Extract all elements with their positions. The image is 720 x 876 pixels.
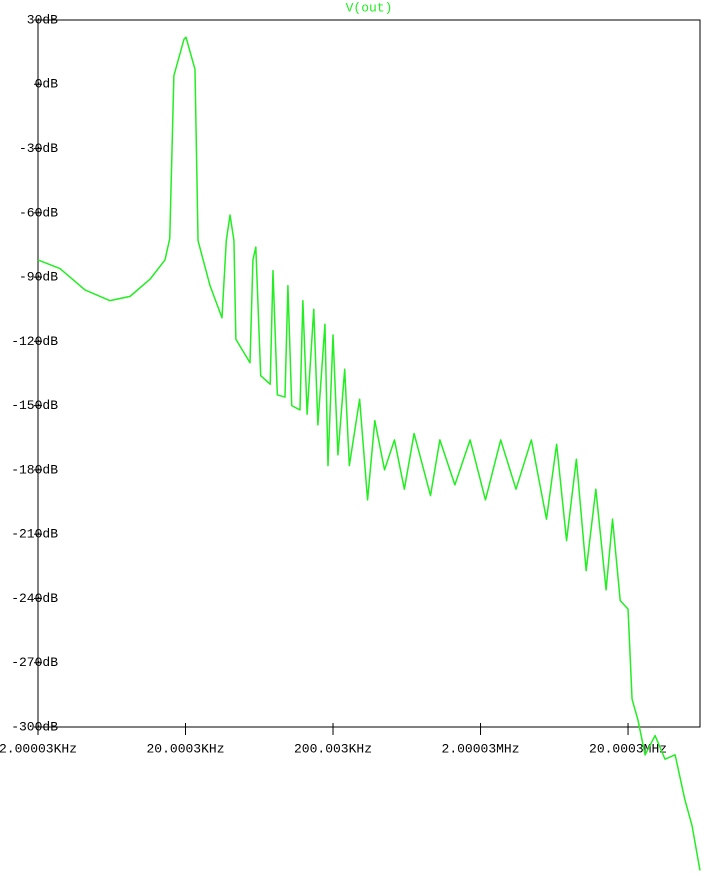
y-tick-label: -300dB [11,719,58,734]
x-tick-label: 2.00003MHz [442,741,520,756]
x-tick-label: 2.00003KHz [0,741,77,756]
y-tick-label: -210dB [11,527,58,542]
y-tick-label: 30dB [27,12,58,27]
plot-frame [37,19,701,728]
x-tick-label: 200.003KHz [294,741,372,756]
x-tick-label: 20.0003MHz [589,741,667,756]
y-tick-label: -180dB [11,462,58,477]
chart-title: V(out) [346,0,393,15]
y-tick-label: -240dB [11,591,58,606]
x-tick-label: 20.0003KHz [147,741,225,756]
y-tick-label: 0dB [35,77,59,92]
y-tick-label: -90dB [19,270,58,285]
y-tick-label: -60dB [19,205,58,220]
y-tick-label: -120dB [11,334,58,349]
trace [37,36,701,871]
y-tick-label: -30dB [19,141,58,156]
y-tick-label: -150dB [11,398,58,413]
y-tick-label: -270dB [11,655,58,670]
